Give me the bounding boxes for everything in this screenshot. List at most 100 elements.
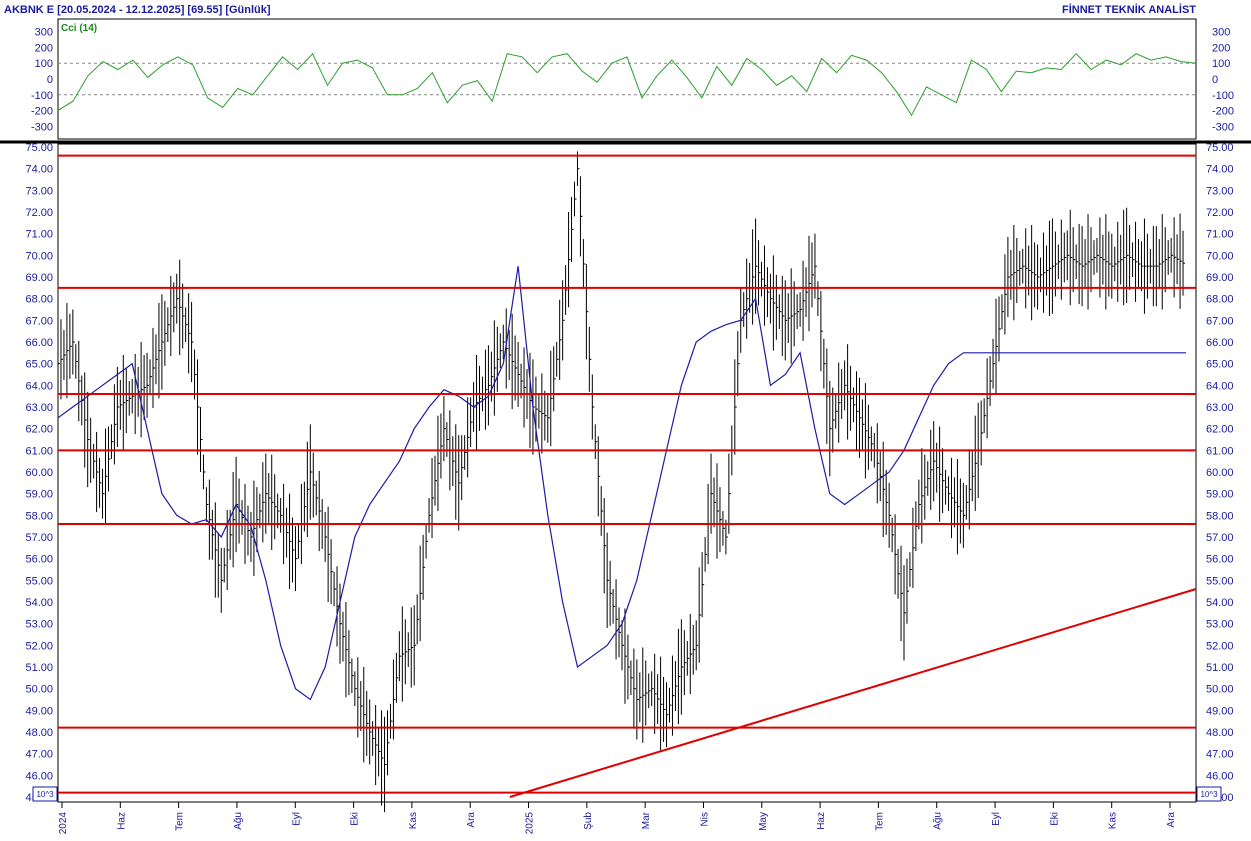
price-tick-left: 48.00: [25, 727, 53, 739]
indicator-tick-left: -300: [31, 121, 53, 133]
price-tick-right: 62.00: [1206, 424, 1234, 436]
price-tick-left: 60.00: [25, 467, 53, 479]
price-tick-right: 47.00: [1206, 749, 1234, 761]
chart-title: AKBNK E [20.05.2024 - 12.12.2025] [69.55…: [4, 4, 271, 16]
x-tick-label: Kas: [408, 812, 419, 829]
price-tick-left: 58.00: [25, 510, 53, 522]
price-tick-left: 66.00: [25, 337, 53, 349]
x-tick-label: Eki: [350, 812, 361, 826]
price-tick-left: 68.00: [25, 294, 53, 306]
x-tick-label: Kas: [1108, 812, 1119, 829]
x-tick-label: Eyl: [991, 812, 1002, 826]
moving-average-line: [57, 266, 1186, 701]
price-tick-left: 55.00: [25, 575, 53, 587]
x-tick-label: 2024: [58, 812, 69, 835]
cci-line: [57, 52, 1197, 117]
scale-badge-left: 10^3: [32, 786, 58, 802]
price-tick-left: 51.00: [25, 662, 53, 674]
price-tick-left: 50.00: [25, 684, 53, 696]
date-axis: 2024 Haz Tem Ağu Eyl Eki Kas Ara 2025 Şub Mar Nis Ma…: [58, 802, 1177, 834]
price-tick-right: 54.00: [1206, 597, 1234, 609]
indicator-tick-right: 200: [1212, 42, 1230, 54]
price-tick-left: 73.00: [25, 185, 53, 197]
indicator-tick-right: -100: [1212, 90, 1234, 102]
price-tick-right: 68.00: [1206, 294, 1234, 306]
price-tick-left: 72.00: [25, 207, 53, 219]
price-tick-right: 48.00: [1206, 727, 1234, 739]
price-tick-right: 65.00: [1206, 359, 1234, 371]
indicator-label: Cci (14): [61, 23, 97, 34]
price-tick-left: 67.00: [25, 315, 53, 327]
price-tick-left: 59.00: [25, 489, 53, 501]
price-tick-left: 49.00: [25, 705, 53, 717]
x-tick-label: Tem: [175, 812, 186, 831]
price-tick-right: 60.00: [1206, 467, 1234, 479]
price-tick-left: 61.00: [25, 445, 53, 457]
x-tick-label: Şub: [583, 812, 594, 830]
price-tick-right: 49.00: [1206, 705, 1234, 717]
price-tick-left: 52.00: [25, 640, 53, 652]
brand-title: FİNNET TEKNİK ANALİST: [1062, 3, 1196, 16]
svg-text:10^3: 10^3: [36, 790, 54, 799]
price-tick-right: 74.00: [1206, 164, 1234, 176]
price-panel: 75.00 75.00 74.00 74.00 73.00 73.00 72.00 72.00…: [25, 142, 1234, 813]
price-tick-left: 74.00: [25, 164, 53, 176]
price-tick-right: 64.00: [1206, 380, 1234, 392]
price-tick-left: 54.00: [25, 597, 53, 609]
price-tick-left: 71.00: [25, 229, 53, 241]
indicator-tick-left: 100: [35, 58, 53, 70]
indicator-tick-left: 300: [35, 27, 53, 39]
x-tick-label: Ara: [1166, 812, 1177, 828]
price-bars: [57, 151, 1186, 813]
indicator-tick-right: -300: [1212, 121, 1234, 133]
price-tick-right: 50.00: [1206, 684, 1234, 696]
price-tick-left: 64.00: [25, 380, 53, 392]
price-tick-left: 62.00: [25, 424, 53, 436]
price-tick-right: 46.00: [1206, 770, 1234, 782]
price-tick-left: 75.00: [25, 142, 53, 154]
indicator-tick-left: 200: [35, 42, 53, 54]
price-tick-right: 56.00: [1206, 554, 1234, 566]
price-tick-left: 63.00: [25, 402, 53, 414]
indicator-axis: 300 300 200 200 100 100 0 0 -100 -100 -200 -200 -300…: [31, 27, 1234, 134]
cci-series: [57, 52, 1197, 117]
price-tick-right: 52.00: [1206, 640, 1234, 652]
x-tick-label: Ara: [466, 812, 477, 828]
price-tick-left: 56.00: [25, 554, 53, 566]
indicator-tick-left: -200: [31, 106, 53, 118]
price-tick-right: 51.00: [1206, 662, 1234, 674]
price-tick-right: 59.00: [1206, 489, 1234, 501]
price-tick-right: 61.00: [1206, 445, 1234, 457]
indicator-tick-left: -100: [31, 90, 53, 102]
indicator-tick-right: -200: [1212, 106, 1234, 118]
price-tick-right: 70.00: [1206, 250, 1234, 262]
svg-text:10^3: 10^3: [1200, 790, 1218, 799]
price-axis: 75.00 75.00 74.00 74.00 73.00 73.00 72.00 72.00…: [25, 142, 1233, 804]
price-tick-left: 47.00: [25, 749, 53, 761]
moving-average-series: [57, 266, 1186, 701]
x-tick-label: Tem: [874, 812, 885, 831]
price-tick-left: 46.00: [25, 770, 53, 782]
price-tick-left: 69.00: [25, 272, 53, 284]
price-tick-right: 58.00: [1206, 510, 1234, 522]
x-tick-label: Ağu: [233, 812, 244, 830]
x-tick-label: Mar: [641, 811, 652, 829]
price-tick-right: 73.00: [1206, 185, 1234, 197]
x-tick-label: Haz: [116, 812, 127, 830]
indicator-tick-right: 300: [1212, 27, 1230, 39]
price-tick-left: 57.00: [25, 532, 53, 544]
x-tick-label: Ağu: [933, 812, 944, 830]
indicator-tick-right: 0: [1212, 74, 1218, 86]
price-tick-left: 53.00: [25, 619, 53, 631]
price-tick-right: 71.00: [1206, 229, 1234, 241]
x-tick-label: May: [758, 812, 769, 831]
indicator-tick-left: 0: [47, 74, 53, 86]
price-tick-right: 67.00: [1206, 315, 1234, 327]
price-tick-right: 72.00: [1206, 207, 1234, 219]
x-tick-label: Nis: [699, 812, 710, 826]
x-tick-label: Eyl: [291, 812, 302, 826]
x-tick-label: 2025: [525, 812, 536, 835]
price-tick-left: 65.00: [25, 359, 53, 371]
price-tick-right: 53.00: [1206, 619, 1234, 631]
